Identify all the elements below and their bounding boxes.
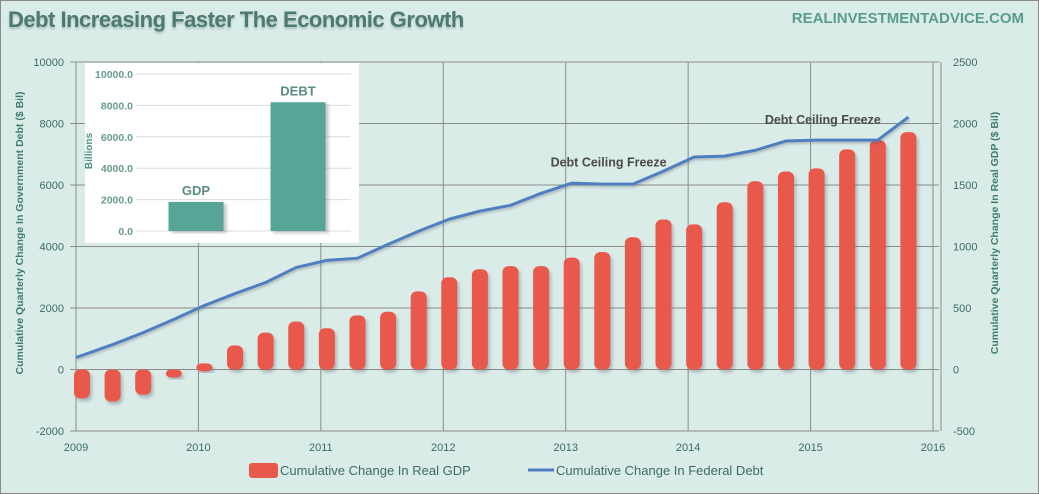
left-tick-label: 4000 (40, 242, 64, 254)
gdp-bar (839, 149, 856, 370)
gdp-bar (777, 171, 794, 370)
annotation-debt-ceiling-freeze: Debt Ceiling Freeze (765, 113, 881, 127)
gdp-bar (655, 219, 672, 370)
gdp-bar (563, 257, 580, 370)
gdp-bar (502, 266, 519, 370)
gdp-bar (349, 315, 366, 370)
legend: Cumulative Change In Real GDP Cumulative… (249, 463, 764, 478)
right-tick-label: -500 (953, 426, 975, 438)
gdp-bars (74, 132, 917, 402)
debt-line-path (75, 115, 910, 359)
debt-line (75, 115, 910, 359)
x-tick-label: 2012 (431, 442, 455, 454)
gdp-bar (716, 202, 733, 370)
gdp-bar (686, 224, 703, 370)
right-tick-label: 0 (953, 365, 959, 377)
right-tick-label: 2500 (953, 57, 977, 69)
gdp-bar (808, 168, 825, 370)
inset-axis-title: Billions (84, 133, 95, 170)
left-tick-label: 0 (58, 365, 64, 377)
right-axis: -500 0 500 1000 1500 2000 2500 (953, 57, 977, 438)
right-tick-label: 500 (953, 303, 971, 315)
gdp-bar (135, 369, 152, 395)
inset-tick-label: 6000.0 (101, 132, 133, 144)
inset-tick-label: 0.0 (118, 226, 133, 238)
gdp-bar (471, 269, 488, 370)
gdp-bar (165, 369, 182, 378)
gdp-bar (104, 369, 121, 402)
x-tick-label: 2014 (676, 442, 700, 454)
right-tick-label: 1500 (953, 180, 977, 192)
legend-label-gdp: Cumulative Change In Real GDP (280, 463, 471, 478)
left-tick-label: 8000 (40, 119, 64, 131)
gdp-bar (900, 132, 917, 370)
x-tick-label: 2011 (309, 442, 333, 454)
inset-bar-label: GDP (182, 183, 211, 198)
right-axis-title: Cumulative Quarterly Change In Real GDP … (989, 112, 1001, 355)
inset-tick-label: 10000.0 (95, 69, 133, 81)
right-tick-label: 1000 (953, 242, 977, 254)
inset-bar-gdp (168, 201, 224, 231)
gdp-bar (380, 311, 397, 370)
inset-bars: GDP DEBT (168, 83, 326, 231)
annotation-debt-ceiling-freeze: Debt Ceiling Freeze (551, 156, 667, 170)
x-tick-label: 2009 (64, 442, 88, 454)
x-tick-label: 2015 (798, 442, 822, 454)
legend-item-gdp[interactable]: Cumulative Change In Real GDP (249, 463, 471, 478)
gdp-bar (257, 332, 274, 370)
left-axis-title: Cumulative Quarterly Change In Governmen… (14, 92, 26, 375)
left-axis: -2000 0 2000 4000 6000 8000 10000 (33, 57, 64, 438)
gdp-bar (624, 237, 641, 370)
annotations: Debt Ceiling Freeze Debt Ceiling Freeze (551, 113, 881, 169)
brand-watermark: REALINVESTMENTADVICE.COM (791, 10, 1024, 27)
gdp-bar (594, 252, 611, 370)
left-tick-label: -2000 (36, 426, 64, 438)
gdp-bar (441, 277, 458, 370)
left-tick-label: 10000 (33, 57, 64, 69)
inset-bar-debt (270, 102, 326, 231)
legend-swatch-bar (249, 463, 278, 478)
legend-item-debt[interactable]: Cumulative Change In Federal Debt (528, 463, 764, 478)
chart-title: Debt Increasing Faster The Economic Grow… (8, 7, 464, 32)
x-tick-label: 2016 (921, 442, 945, 454)
gdp-bar (196, 363, 213, 372)
right-tick-label: 2000 (953, 119, 977, 131)
inset-tick-label: 2000.0 (101, 195, 133, 207)
gdp-bar (869, 140, 886, 370)
inset-bar-label: DEBT (280, 83, 315, 98)
gdp-bar (410, 291, 427, 370)
gdp-bar (227, 345, 244, 370)
inset-chart: 0.0 2000.0 4000.0 6000.0 8000.0 10000.0 GDP DE… (84, 63, 359, 243)
gdp-bar (74, 369, 90, 399)
gdp-bar (533, 266, 550, 370)
gdp-bar (288, 321, 305, 370)
x-axis: 2009 2010 2011 2012 2013 2014 2015 2016 (64, 442, 945, 454)
legend-label-debt: Cumulative Change In Federal Debt (556, 463, 764, 478)
left-tick-label: 2000 (40, 303, 64, 315)
inset-tick-label: 4000.0 (101, 163, 133, 175)
left-tick-label: 6000 (40, 180, 64, 192)
inset-tick-label: 8000.0 (101, 100, 133, 112)
gdp-bar (747, 181, 764, 370)
x-tick-label: 2010 (186, 442, 210, 454)
x-tick-label: 2013 (553, 442, 577, 454)
gdp-bar (318, 328, 335, 370)
